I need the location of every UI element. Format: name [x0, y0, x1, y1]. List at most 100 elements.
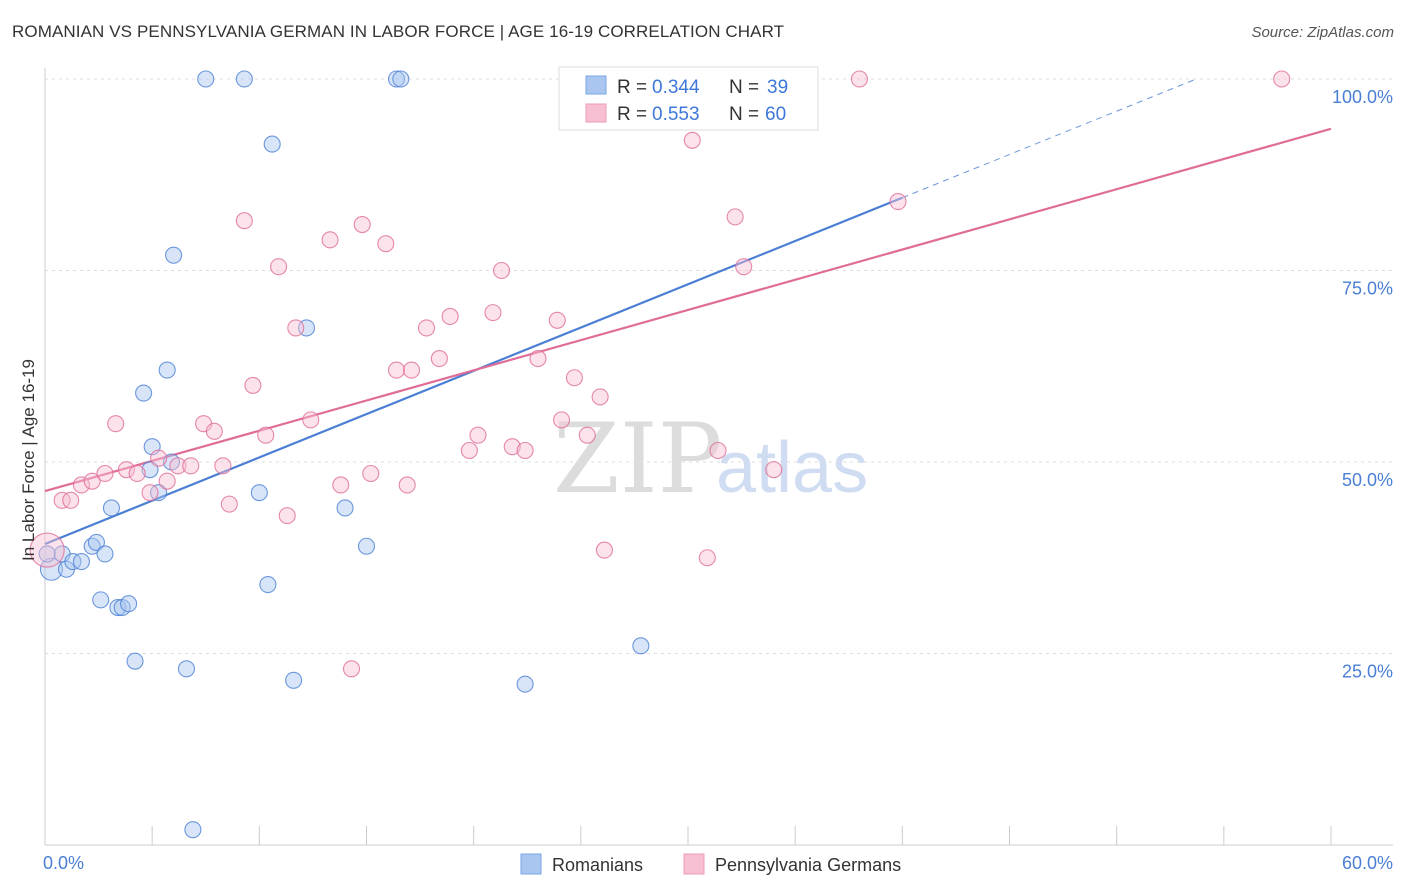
romanian-point-17: [150, 484, 168, 502]
romanian-point-30: [336, 499, 354, 517]
watermark-zip: ZIP: [553, 403, 722, 515]
pa-german-point-37: [460, 441, 478, 460]
romanian-point-25: [250, 484, 268, 502]
romanian-point-35: [632, 637, 650, 655]
pa-german-point-51: [683, 131, 701, 149]
x-tick-label-max: 60.0%: [1342, 853, 1393, 873]
romanian-point-21: [177, 660, 196, 678]
romanian-point-14: [135, 384, 153, 402]
pa-german-point-0: [29, 532, 65, 568]
legend-swatch-romanians: [585, 75, 607, 95]
pa-german-point-36: [441, 307, 459, 326]
pa-german-point-15: [205, 422, 223, 440]
pa-german-point-49: [595, 541, 613, 559]
gridlines: [45, 78, 1393, 654]
pa-german-point-30: [377, 235, 395, 253]
pa-german-point-19: [244, 376, 262, 394]
pa-german-point-29: [362, 464, 380, 483]
romanian-point-10: [109, 598, 127, 617]
pa-german-point-54: [726, 208, 744, 226]
pa-german-point-21: [270, 258, 288, 276]
data-points: [29, 70, 1291, 839]
romanian-point-20: [165, 246, 183, 264]
pa-german-point-47: [578, 426, 596, 444]
pa-german-point-7: [117, 461, 135, 479]
romanian-point-12: [120, 595, 138, 613]
bottom-legend: Romanians Pennsylvania Germans: [520, 853, 901, 875]
x-tick-label-min: 0.0%: [43, 853, 84, 873]
watermark-atlas: atlas: [716, 428, 868, 508]
legend-r-value-romanians: 0.344: [652, 77, 700, 98]
y-tick-label-100: 100.0%: [1332, 87, 1393, 107]
romanian-point-3: [64, 553, 82, 571]
pa-german-point-53: [709, 441, 727, 460]
pa-german-point-45: [552, 411, 571, 429]
pa-german-point-58: [889, 193, 907, 211]
bottom-legend-pa-germans: Pennsylvania Germans: [715, 855, 901, 875]
pa-german-point-5: [96, 464, 114, 483]
pa-german-point-34: [417, 319, 436, 337]
pa-german-point-17: [220, 495, 238, 513]
pa-german-point-31: [387, 361, 406, 379]
y-axis-title: In Labor Force | Age 16-19: [19, 359, 38, 561]
pa-german-point-22: [278, 507, 296, 525]
romanian-point-15: [141, 461, 159, 479]
pa-german-point-44: [548, 311, 566, 329]
legend-r-label-2: R =: [617, 104, 647, 125]
axis-labels: 25.0% 50.0% 75.0% 100.0% 0.0% 60.0%: [43, 87, 1393, 873]
pa-german-point-27: [342, 660, 361, 678]
romanian-point-9: [102, 499, 120, 517]
pa-german-point-46: [565, 369, 583, 387]
pa-german-point-25: [321, 231, 339, 249]
pa-german-point-33: [402, 361, 421, 379]
pa-german-point-41: [503, 438, 521, 456]
romanian-point-27: [263, 135, 281, 153]
pa-german-point-6: [107, 415, 125, 433]
bottom-legend-swatch-romanians: [520, 853, 542, 875]
pa-german-point-2: [62, 491, 80, 509]
romanian-point-8: [96, 545, 114, 563]
pa-german-point-11: [158, 472, 176, 490]
y-tick-label-75: 75.0%: [1342, 279, 1393, 299]
legend-n-label-2: N =: [729, 104, 759, 125]
pa-german-point-9: [141, 484, 159, 502]
romanian-point-33: [392, 70, 410, 88]
pa-german-point-4: [83, 472, 101, 490]
legend-r-value-pa-germans: 0.553: [652, 104, 700, 125]
pa-german-point-23: [287, 319, 305, 337]
romanian-point-4: [72, 553, 90, 571]
legend-n-value-pa-germans: 60: [765, 104, 786, 125]
romanian-point-32: [387, 70, 406, 88]
axes: [44, 68, 1393, 846]
romanian-point-23: [197, 70, 215, 88]
pa-german-point-13: [182, 457, 200, 475]
pa-german-point-28: [353, 215, 371, 234]
y-tick-label-25: 25.0%: [1342, 662, 1393, 682]
y-tick-label-50: 50.0%: [1342, 470, 1393, 490]
romanian-point-13: [126, 652, 144, 670]
pa-german-point-32: [398, 476, 416, 494]
pa-german-point-10: [150, 449, 168, 467]
legend-n-value-romanians: 39: [767, 77, 788, 98]
bottom-legend-swatch-pa-germans: [683, 853, 705, 875]
pa-german-point-8: [128, 464, 146, 483]
pa-german-point-16: [214, 457, 232, 475]
pa-german-point-55: [735, 258, 753, 276]
trend-line-extension-0: [902, 78, 1197, 199]
legend-swatch-pa-germans: [585, 103, 607, 123]
pa-german-point-48: [591, 388, 609, 406]
romanian-point-28: [285, 671, 303, 689]
pa-german-point-40: [492, 261, 511, 280]
pa-german-point-38: [469, 426, 487, 444]
pa-german-point-3: [72, 476, 90, 494]
romanian-point-26: [259, 576, 277, 594]
pa-german-point-43: [529, 350, 547, 368]
pa-german-point-18: [235, 212, 253, 230]
pa-german-point-26: [332, 476, 350, 494]
pa-german-point-39: [484, 304, 502, 322]
legend-r-label-1: R =: [617, 77, 647, 98]
pa-german-point-52: [698, 549, 716, 567]
legend-n-label-1: N =: [729, 77, 759, 98]
bottom-legend-romanians: Romanians: [552, 855, 643, 875]
